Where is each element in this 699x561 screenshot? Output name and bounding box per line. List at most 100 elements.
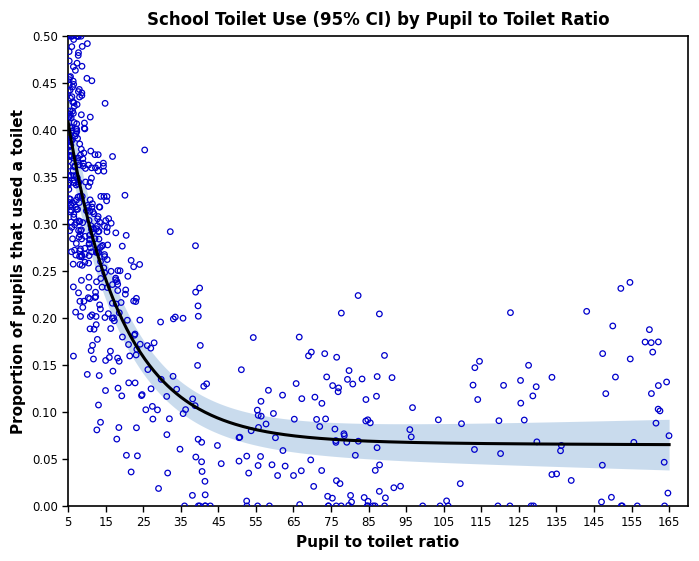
Point (93, 160, 104, 169)
Point (468, 380, 479, 389)
Point (72, 157, 83, 166)
Point (67, 234, 78, 243)
Point (610, 373, 621, 381)
Point (321, 373, 332, 381)
Point (82, 201, 93, 210)
Point (122, 272, 134, 281)
Point (71, 127, 82, 136)
Point (84, 236, 95, 245)
Point (372, 372, 383, 381)
Point (155, 318, 166, 327)
Point (278, 446, 289, 455)
Point (199, 477, 210, 486)
Point (75, 32, 87, 41)
Point (72, 134, 83, 143)
Point (234, 433, 245, 442)
Point (362, 502, 373, 511)
Point (333, 384, 344, 393)
Point (112, 286, 123, 295)
Point (103, 353, 115, 362)
Point (64, 194, 75, 203)
Point (85, 146, 96, 155)
Point (83, 283, 94, 292)
Point (659, 502, 670, 511)
Point (346, 498, 357, 507)
Point (78, 159, 89, 168)
Point (96, 283, 108, 292)
Point (85, 221, 96, 230)
Point (640, 338, 651, 347)
Point (180, 405, 191, 414)
Point (371, 443, 382, 452)
Point (99, 167, 110, 176)
Point (326, 494, 338, 503)
Point (93, 150, 104, 159)
Point (171, 385, 182, 394)
Point (134, 260, 145, 269)
Point (145, 344, 157, 353)
Point (277, 390, 288, 399)
Point (85, 243, 96, 252)
Point (615, 284, 626, 293)
Point (353, 436, 364, 445)
Point (236, 365, 247, 374)
Point (70, 131, 81, 140)
Point (528, 502, 539, 511)
Point (76, 89, 87, 98)
Point (565, 476, 577, 485)
Point (69, 246, 80, 255)
Point (66, 201, 77, 210)
Point (343, 501, 354, 510)
Point (113, 357, 124, 366)
Point (73, 154, 84, 163)
Point (454, 479, 466, 488)
Point (336, 309, 347, 318)
Point (64, 47, 75, 56)
Point (131, 294, 142, 303)
Point (75, 111, 87, 119)
Point (190, 288, 201, 297)
Point (596, 498, 607, 507)
Point (99, 99, 110, 108)
Point (527, 392, 538, 401)
Point (195, 341, 206, 350)
Point (65, 195, 76, 204)
Point (625, 355, 636, 364)
Point (314, 422, 325, 431)
Point (547, 470, 558, 479)
Point (71, 119, 82, 128)
Point (526, 502, 537, 511)
Point (120, 289, 131, 298)
Point (663, 489, 674, 498)
Point (289, 415, 300, 424)
Point (99, 313, 110, 322)
Point (192, 361, 203, 370)
Point (442, 502, 454, 511)
Point (600, 389, 612, 398)
Point (63, 87, 74, 96)
Point (105, 347, 116, 356)
Point (84, 294, 95, 303)
Point (288, 471, 299, 480)
Point (212, 441, 223, 450)
Point (112, 280, 123, 289)
Point (74, 217, 85, 226)
Point (69, 162, 80, 171)
Point (331, 438, 342, 447)
Point (379, 351, 390, 360)
Point (100, 216, 111, 225)
Point (66, 92, 78, 101)
Point (519, 416, 530, 425)
Point (469, 363, 480, 372)
Point (322, 492, 333, 501)
Point (363, 497, 374, 506)
Point (100, 356, 111, 365)
Point (92, 212, 103, 221)
Point (73, 85, 85, 94)
Point (178, 409, 189, 418)
Point (69, 98, 80, 107)
Point (71, 100, 82, 109)
Point (79, 124, 90, 133)
Point (78, 297, 89, 306)
Point (362, 415, 373, 424)
